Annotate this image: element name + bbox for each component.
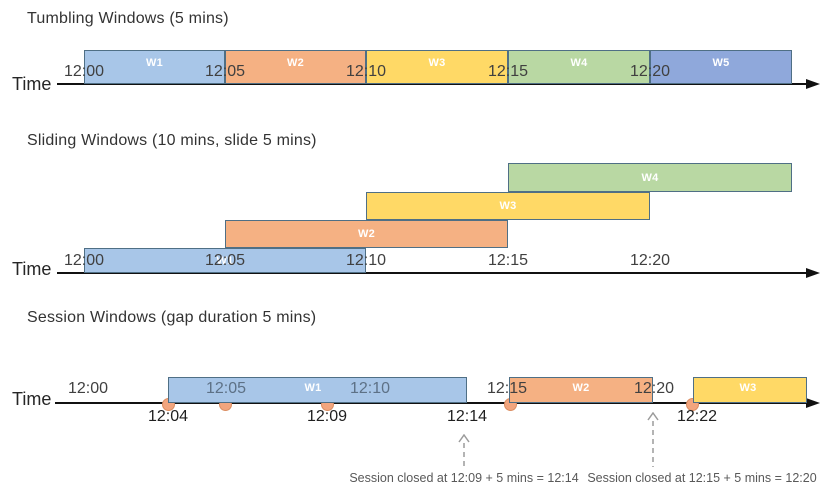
tumbling-tick-1200: 12:00 — [63, 63, 105, 80]
session-event-time-1204: 12:04 — [147, 408, 189, 425]
tumbling-title: Tumbling Windows (5 mins) — [27, 10, 229, 27]
session-w2-tick-1215: 12:15 — [486, 380, 528, 397]
sliding-title: Sliding Windows (10 mins, slide 5 mins) — [27, 132, 317, 149]
sliding-window-w2: W2 — [225, 220, 508, 248]
window-label: W2 — [286, 57, 305, 69]
tumbling-tick-1215: 12:15 — [487, 63, 529, 80]
tumbling-tick-1210: 12:10 — [345, 63, 387, 80]
session-closed-annotation-1: Session closed at 12:09 + 5 mins = 12:14 — [349, 471, 579, 485]
sliding-axis-arrowhead-icon — [806, 268, 820, 278]
sliding-tick-1200: 12:00 — [63, 252, 105, 269]
sliding-time-axis — [57, 272, 807, 274]
window-label: W1 — [145, 57, 164, 69]
session-title: Session Windows (gap duration 5 mins) — [27, 309, 317, 326]
window-label: W3 — [499, 200, 517, 212]
window-label: W4 — [570, 57, 588, 69]
tumbling-tick-1220: 12:20 — [629, 63, 671, 80]
sliding-window-w3: W3 — [366, 192, 650, 220]
tumbling-axis-arrowhead-icon — [806, 79, 820, 89]
session-close-time-1214: 12:14 — [446, 408, 488, 425]
tumbling-window-w4: W4 — [508, 50, 650, 84]
sliding-time-axis-label: Time — [12, 259, 52, 279]
session-window-w3 — [693, 377, 807, 403]
session-w2-tick-1220: 12:20 — [633, 380, 675, 397]
window-label: W3 — [428, 57, 446, 69]
sliding-tick-1210: 12:10 — [345, 252, 387, 269]
sliding-tick-1215: 12:15 — [487, 252, 529, 269]
sliding-window-w4: W4 — [508, 163, 792, 192]
tumbling-tick-1205: 12:05 — [204, 63, 246, 80]
session-window-w3-label: W3 — [739, 382, 757, 394]
dashed-up-arrow-icon — [647, 412, 659, 467]
tumbling-window-w1: W1 — [84, 50, 225, 84]
window-label: W2 — [357, 228, 376, 240]
tumbling-window-w5: W5 — [650, 50, 792, 84]
dashed-up-arrow-icon — [458, 434, 470, 467]
sliding-window-w1: W1 — [84, 248, 366, 273]
session-window-w2-label: W2 — [572, 382, 590, 394]
session-event-time-1209: 12:09 — [306, 408, 348, 425]
tumbling-window-w3: W3 — [366, 50, 508, 84]
tumbling-window-w2: W2 — [225, 50, 366, 84]
session-w1-tick-1205: 12:05 — [205, 380, 247, 397]
sliding-tick-1220: 12:20 — [629, 252, 671, 269]
session-window-w2 — [509, 377, 653, 403]
window-label: W1 — [216, 254, 234, 267]
session-tick-1200: 12:00 — [67, 380, 109, 397]
tumbling-time-axis-label: Time — [12, 74, 52, 94]
session-time-axis — [55, 402, 807, 404]
window-label: W5 — [712, 57, 730, 69]
window-label: W4 — [641, 171, 659, 184]
session-closed-annotation-2: Session closed at 12:15 + 5 mins = 12:20 — [587, 471, 817, 485]
session-window-w1-label: W1 — [304, 382, 322, 394]
sliding-tick-1205: 12:05 — [204, 252, 246, 269]
session-time-axis-label: Time — [12, 389, 52, 409]
session-axis-arrowhead-icon — [806, 398, 820, 408]
session-event-time-1222: 12:22 — [676, 408, 718, 425]
session-window-w1 — [168, 377, 467, 403]
tumbling-time-axis — [57, 83, 807, 85]
session-w1-tick-1210: 12:10 — [349, 380, 391, 397]
